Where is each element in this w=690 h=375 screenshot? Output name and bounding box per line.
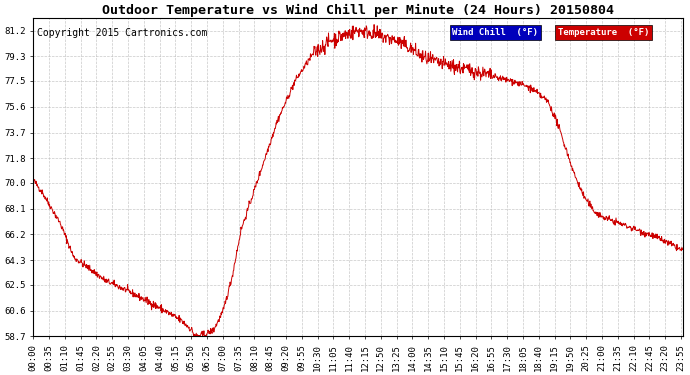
Title: Outdoor Temperature vs Wind Chill per Minute (24 Hours) 20150804: Outdoor Temperature vs Wind Chill per Mi… (102, 4, 614, 17)
Text: Temperature  (°F): Temperature (°F) (558, 28, 649, 37)
Text: Copyright 2015 Cartronics.com: Copyright 2015 Cartronics.com (37, 28, 207, 38)
Text: Wind Chill  (°F): Wind Chill (°F) (452, 28, 538, 37)
